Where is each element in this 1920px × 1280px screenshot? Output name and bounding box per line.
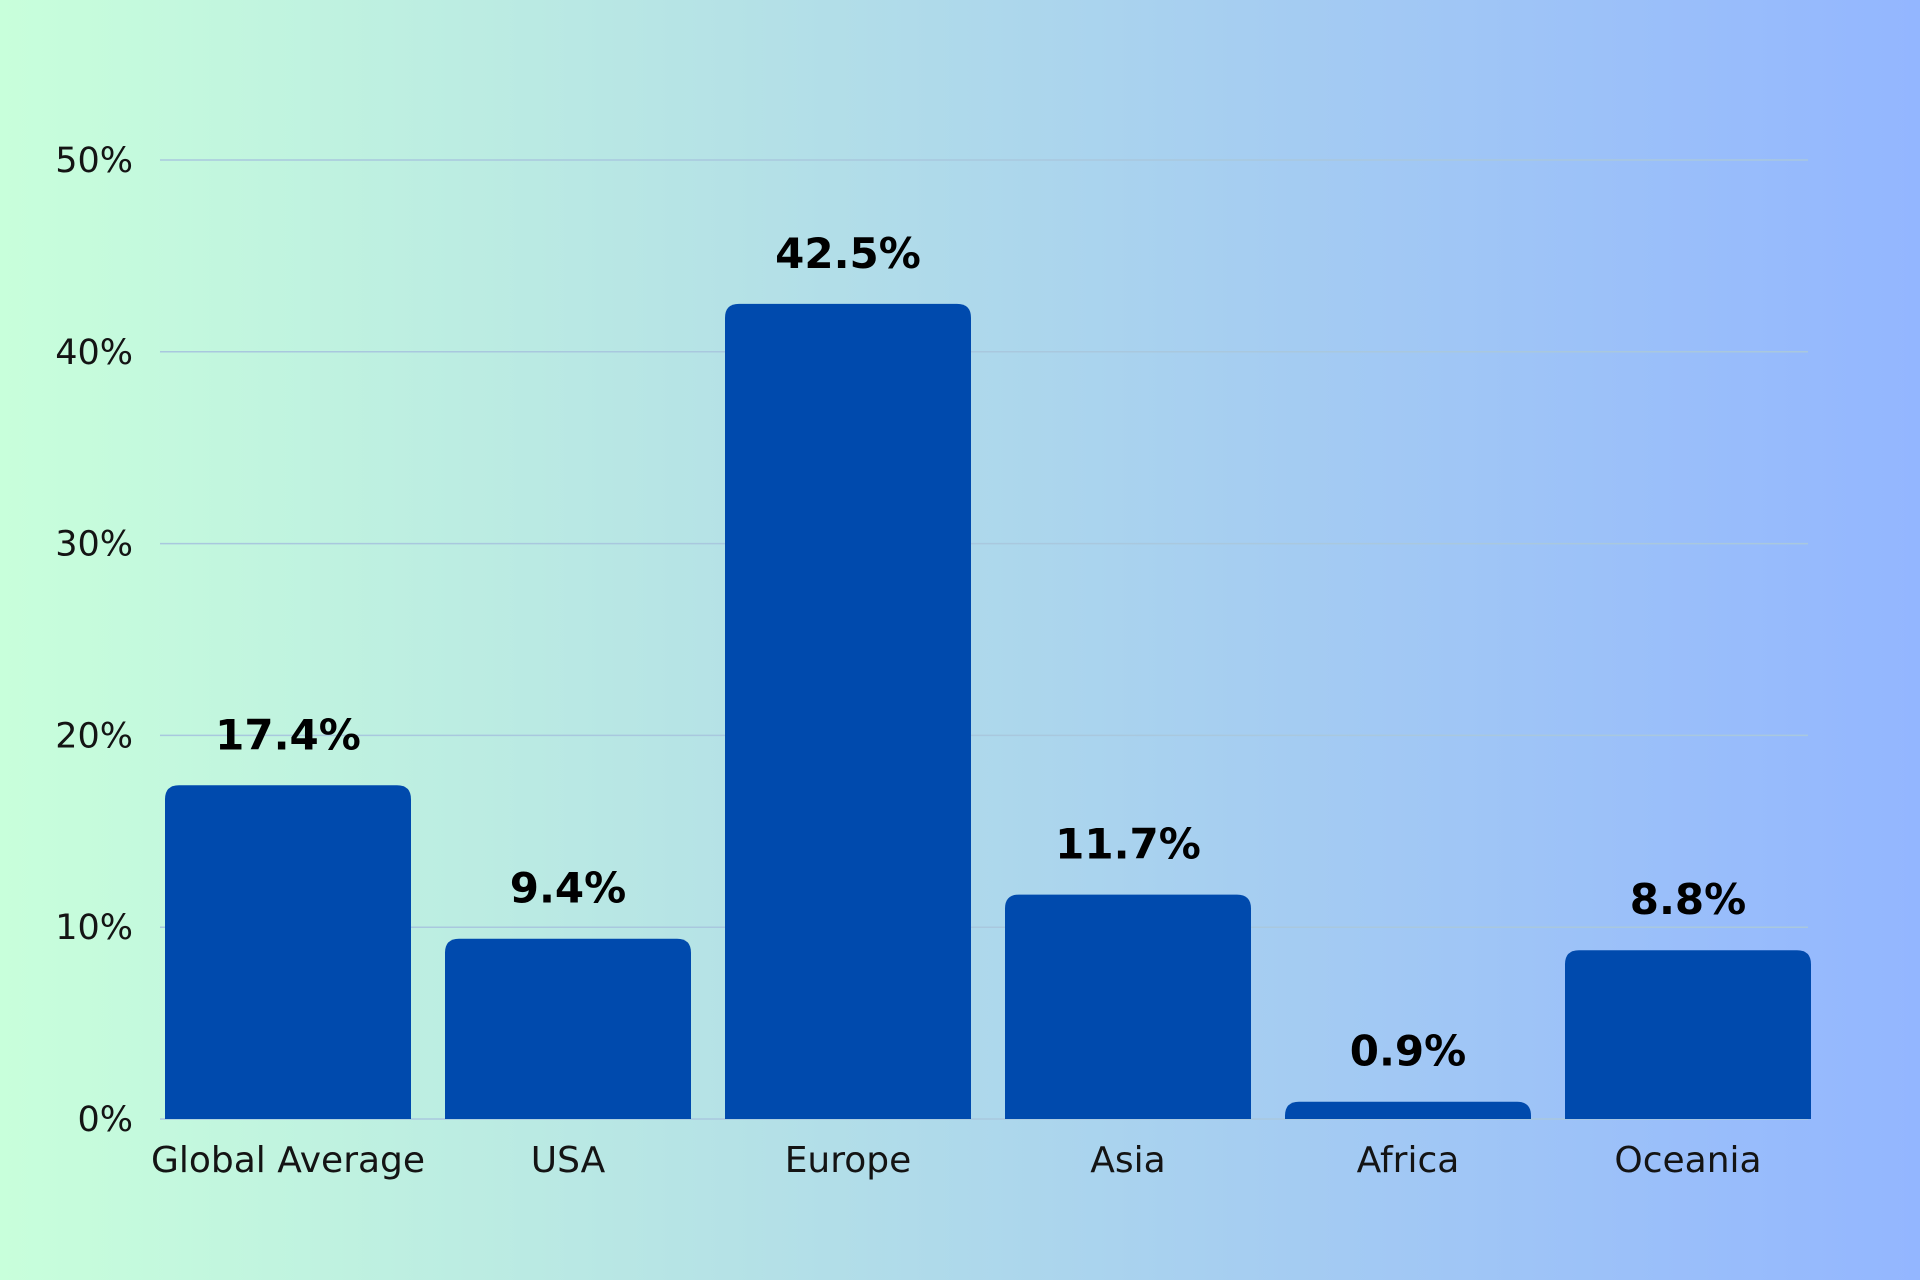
bar-europe <box>725 303 971 1120</box>
value-label: 17.4% <box>215 710 361 759</box>
value-label: 9.4% <box>510 864 626 913</box>
x-tick-label: Oceania <box>1614 1140 1761 1181</box>
y-tick-label: 10% <box>55 908 133 948</box>
bar-usa <box>445 938 691 1119</box>
value-label: 8.8% <box>1630 875 1746 924</box>
value-label: 11.7% <box>1055 820 1201 869</box>
bar-global-average <box>165 785 411 1119</box>
value-label: 0.9% <box>1350 1027 1466 1076</box>
y-tick-label: 30% <box>55 525 133 565</box>
bar-oceania <box>1565 950 1811 1119</box>
y-tick-label: 50% <box>55 141 133 181</box>
x-tick-label: USA <box>531 1140 606 1181</box>
x-tick-label: Global Average <box>151 1140 425 1181</box>
y-tick-label: 0% <box>77 1100 133 1140</box>
value-label: 42.5% <box>775 229 921 278</box>
x-tick-label: Asia <box>1090 1140 1165 1181</box>
bar-africa <box>1285 1101 1531 1119</box>
y-tick-label: 40% <box>55 333 133 373</box>
x-tick-label: Europe <box>785 1140 912 1181</box>
x-tick-label: Africa <box>1357 1140 1460 1181</box>
bar-asia <box>1005 894 1251 1119</box>
y-tick-label: 20% <box>55 716 133 756</box>
